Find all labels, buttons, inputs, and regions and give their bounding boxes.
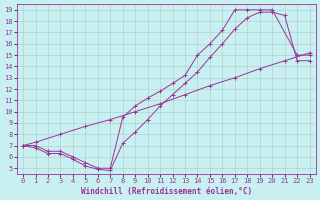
X-axis label: Windchill (Refroidissement éolien,°C): Windchill (Refroidissement éolien,°C) [81,187,252,196]
